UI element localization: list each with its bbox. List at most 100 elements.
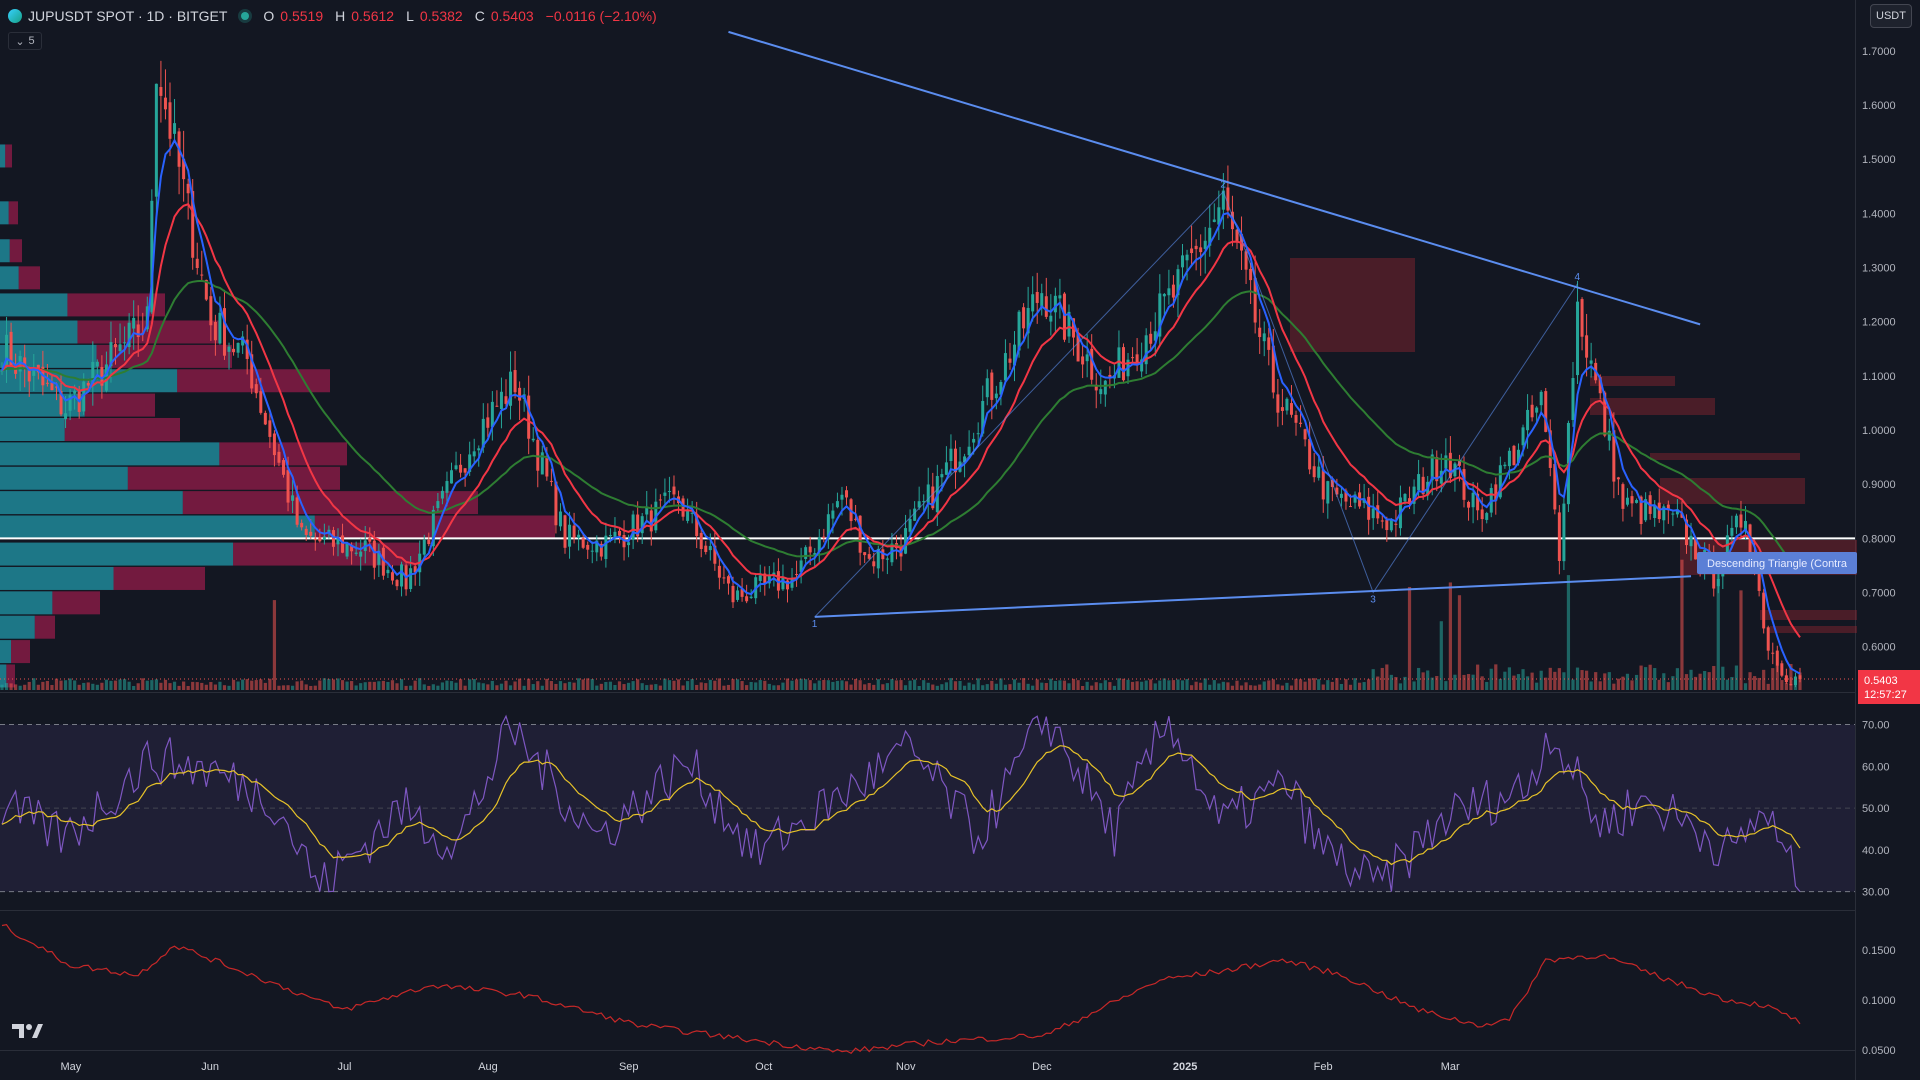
volume-bar	[1130, 681, 1135, 690]
candle-body	[1557, 512, 1561, 561]
candle-body	[1335, 487, 1339, 495]
candle-body	[1140, 359, 1144, 372]
volume-bar	[740, 681, 744, 690]
volume-bar	[381, 680, 385, 690]
candle-body	[1249, 268, 1253, 281]
volume-bar	[1639, 665, 1643, 690]
candle-body	[976, 433, 980, 435]
candle-body	[459, 464, 463, 473]
volume-bar	[1471, 674, 1475, 690]
indicators-collapse-button[interactable]: ⌄ 5	[8, 32, 42, 50]
volume-bar	[449, 681, 454, 690]
volume-bar	[1494, 664, 1498, 690]
volume-bar	[14, 684, 18, 690]
volume-bar	[1044, 683, 1048, 690]
candle-body	[1149, 333, 1153, 344]
volume-bar	[1430, 677, 1434, 690]
candle-body	[586, 544, 590, 550]
volume-bar	[608, 681, 613, 690]
volume-profile-down-bar	[127, 466, 341, 490]
volume-bar	[962, 685, 967, 690]
candle-body	[845, 490, 849, 498]
candle-body	[563, 515, 567, 548]
volume-bar	[672, 680, 676, 690]
currency-button[interactable]: USDT	[1870, 4, 1912, 28]
volume-bar	[1743, 683, 1748, 690]
candle-body	[799, 560, 803, 572]
volume-bar	[1335, 678, 1339, 690]
volume-bar	[704, 683, 708, 690]
candle-body	[1444, 455, 1448, 469]
candle-body	[1657, 502, 1661, 520]
volume-bar	[1317, 679, 1321, 690]
candle-body	[1049, 315, 1053, 322]
candle-body	[1035, 291, 1039, 303]
candle-body	[1344, 490, 1348, 502]
candle-body	[736, 590, 740, 600]
candle-body	[368, 537, 372, 542]
volume-bar	[563, 683, 567, 690]
rsi-axis-tick-label: 40.00	[1862, 845, 1890, 857]
candle-body	[822, 536, 826, 538]
candle-body	[972, 438, 976, 443]
candle-body	[554, 481, 558, 526]
volume-bar	[994, 683, 998, 690]
volume-bar	[640, 683, 644, 690]
volume-bar	[218, 681, 222, 690]
volume-profile-down-bar	[219, 442, 347, 466]
volume-bar	[1630, 680, 1634, 690]
volume-bar	[41, 681, 45, 690]
volume-bar	[18, 685, 22, 690]
volume-bar	[1734, 665, 1739, 690]
pane-divider	[0, 692, 1855, 693]
candle-body	[1480, 509, 1484, 520]
low-label: L	[406, 8, 414, 24]
candle-body	[64, 413, 68, 420]
candle-body	[350, 545, 354, 552]
volume-bar	[1062, 680, 1067, 690]
candle-body	[613, 531, 617, 538]
volume-bar	[386, 681, 390, 690]
volume-bar	[1521, 669, 1525, 690]
candle-body	[863, 552, 867, 556]
volume-bar	[1703, 671, 1707, 690]
candle-body	[672, 486, 676, 495]
candle-body	[913, 508, 917, 521]
volume-bar	[1648, 664, 1652, 690]
volume-bar	[1462, 674, 1466, 690]
volume-bar	[922, 680, 926, 690]
volume-bar	[1575, 667, 1580, 690]
tradingview-logo-icon[interactable]	[10, 1020, 44, 1042]
candle-body	[1625, 497, 1629, 505]
volume-bar	[885, 683, 889, 690]
change-value: −0.0116 (−2.10%)	[545, 8, 657, 24]
volume-bar	[999, 678, 1003, 690]
price-axis	[1855, 0, 1920, 1080]
candle-body	[758, 575, 762, 581]
candle-body	[681, 498, 685, 517]
volume-bar	[1480, 676, 1484, 690]
volume-bar	[82, 682, 86, 690]
time-axis-label: 2025	[1173, 1061, 1197, 1073]
volume-bar	[590, 678, 594, 690]
ma-mid-line	[1, 202, 1801, 638]
volume-bar	[1362, 682, 1366, 690]
volume-bar	[586, 678, 590, 690]
candle-body	[59, 390, 63, 415]
candle-body	[427, 539, 431, 545]
candle-body	[568, 524, 572, 547]
candle-body	[1285, 398, 1289, 411]
volume-profile-up-bar	[0, 515, 315, 539]
candle-body	[531, 438, 535, 441]
candle-body	[1521, 427, 1525, 446]
candle-body	[1725, 535, 1729, 569]
supply-zone	[1770, 626, 1857, 633]
candle-body	[50, 382, 54, 391]
candle-body	[232, 348, 236, 353]
price-axis-tick-label: 0.7000	[1862, 588, 1896, 600]
symbol-title[interactable]: JUPUSDT SPOT · 1D · BITGET	[28, 8, 228, 24]
candle-body	[1289, 403, 1293, 415]
volume-bar	[808, 680, 812, 690]
volume-bar	[1262, 681, 1266, 690]
